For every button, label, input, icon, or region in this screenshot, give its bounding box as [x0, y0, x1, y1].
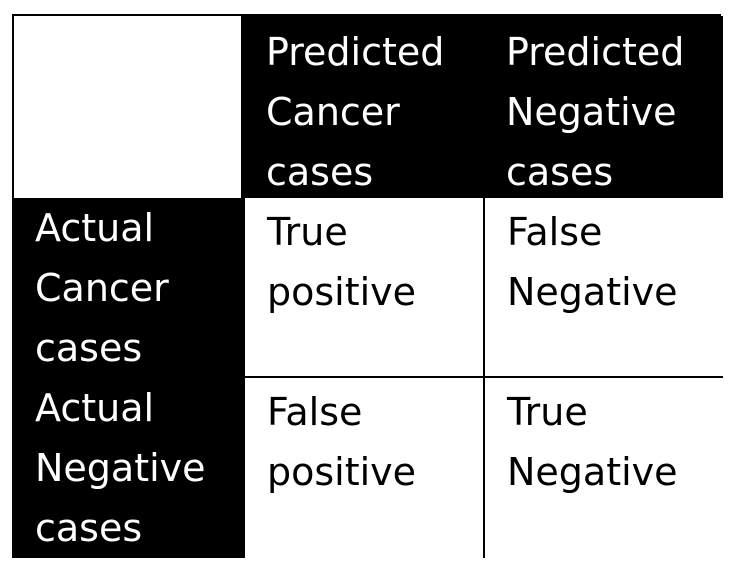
column-header-line: Negative	[506, 90, 677, 134]
column-header-line: cases	[266, 150, 374, 194]
column-header-line: cases	[506, 150, 614, 194]
cell-line: True	[267, 210, 348, 254]
row-header-line: Actual	[35, 386, 155, 430]
cell-line: Negative	[507, 450, 678, 494]
cell-line: False	[267, 390, 363, 434]
column-header-line: Cancer	[266, 90, 400, 134]
cell-line: Negative	[507, 270, 678, 314]
cell-false-negative: False Negative	[483, 198, 723, 378]
cell-line: False	[507, 210, 603, 254]
cell-line: True	[507, 390, 588, 434]
cell-line: positive	[267, 450, 417, 494]
cell-line: positive	[267, 270, 417, 314]
row-header-line: cases	[35, 326, 143, 370]
cell-false-positive: False positive	[243, 378, 483, 558]
column-header-line: Predicted	[266, 30, 445, 74]
row-header-line: cases	[35, 506, 143, 550]
corner-cell	[14, 16, 243, 198]
cell-true-negative: True Negative	[483, 378, 723, 558]
row-header-line: Cancer	[35, 266, 169, 310]
row-header-line: Negative	[35, 446, 206, 490]
column-header-line: Predicted	[506, 30, 685, 74]
row-header-actual-negative: Actual Negative cases	[14, 378, 243, 558]
confusion-matrix: Predicted Cancer cases Predicted Negativ…	[12, 14, 723, 558]
column-header-predicted-negative: Predicted Negative cases	[483, 16, 723, 198]
row-header-line: Actual	[35, 206, 155, 250]
cell-true-positive: True positive	[243, 198, 483, 378]
column-header-predicted-cancer: Predicted Cancer cases	[243, 16, 483, 198]
row-header-actual-cancer: Actual Cancer cases	[14, 198, 243, 378]
